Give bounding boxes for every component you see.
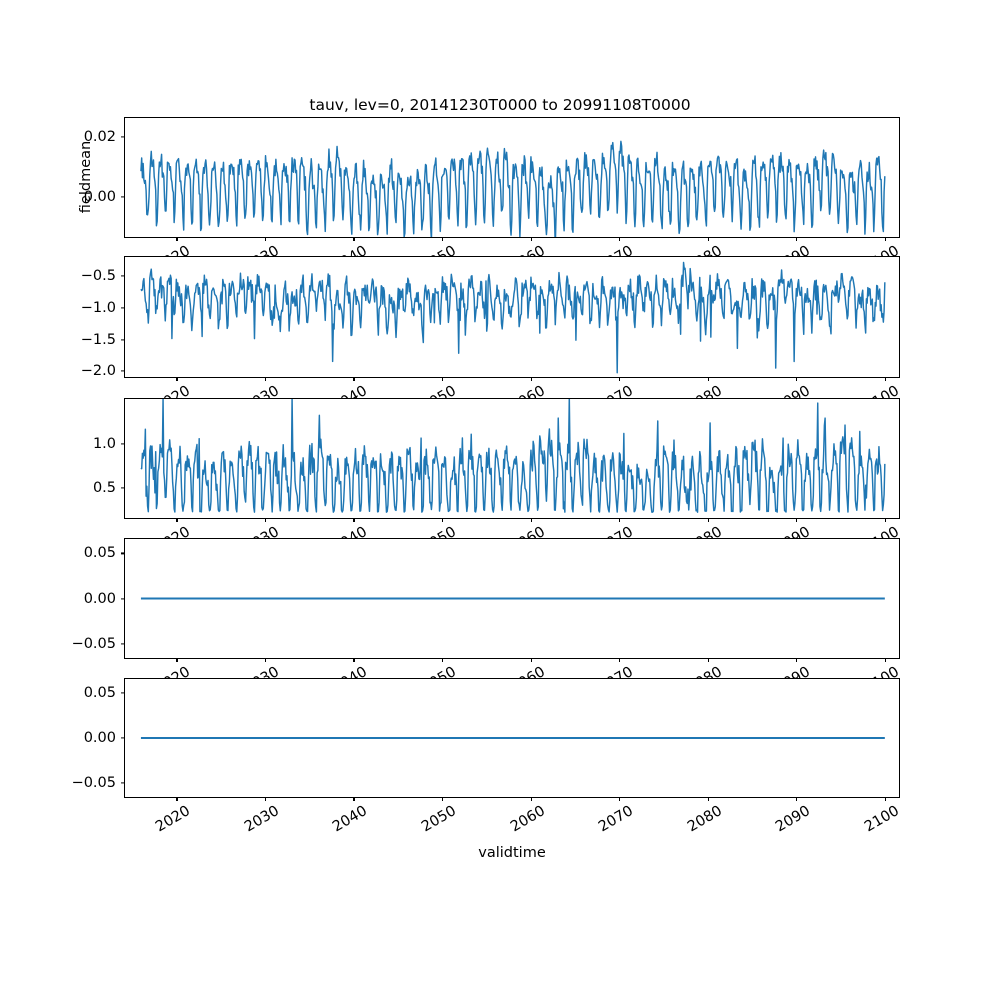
y-tick-mark (121, 737, 125, 739)
y-tick-mark (121, 442, 125, 445)
x-tick-mark (884, 658, 887, 662)
y-tick-label: 0.05 (83, 545, 116, 562)
x-tick-mark (442, 658, 444, 662)
x-tick-mark (530, 797, 532, 801)
subplot-fieldmin: −0.5−1.0−1.5−2.0202020302040205020602070… (81, 256, 902, 415)
series-line-fieldmean (140, 140, 886, 237)
y-tick-mark (121, 196, 125, 198)
x-tick-mark (707, 377, 709, 381)
x-tick-mark (619, 237, 621, 241)
y-tick-label: −0.5 (80, 268, 116, 285)
x-tick-mark (442, 237, 444, 241)
x-tick-mark (884, 518, 887, 522)
x-tick-label: 2060 (507, 803, 548, 836)
x-tick-label: 2020 (153, 803, 194, 836)
y-tick-mark (121, 370, 125, 372)
y-tick-mark (121, 136, 125, 138)
x-tick-mark (442, 797, 444, 801)
y-tick-label: −0.05 (71, 774, 116, 791)
x-tick-mark (264, 797, 267, 801)
x-tick-mark (353, 797, 355, 801)
x-tick-mark (707, 518, 709, 522)
series-line-fieldmin (140, 261, 886, 374)
x-tick-mark (353, 237, 355, 241)
x-tick-mark (796, 658, 798, 662)
x-tick-mark (264, 518, 267, 522)
x-tick-mark (530, 237, 532, 241)
x-tick-mark (796, 797, 798, 801)
y-tick-label: 0.05 (83, 685, 116, 702)
y-tick-mark (121, 642, 125, 645)
y-tick-label: −2.0 (80, 363, 116, 380)
subplot-fieldmax: 0.51.02020203020402050206020702080209021… (93, 398, 902, 556)
y-tick-label: 0.00 (83, 590, 116, 607)
y-tick-label: −1.5 (80, 331, 116, 348)
x-tick-mark (707, 237, 709, 241)
x-tick-mark (707, 797, 709, 801)
x-tick-mark (884, 237, 887, 241)
figure-title: tauv, lev=0, 20141230T0000 to 20991108T0… (309, 96, 691, 114)
y-tick-mark (121, 307, 125, 309)
x-tick-mark (353, 658, 355, 662)
x-tick-mark (530, 377, 532, 381)
subplot-numnan: 0.05 0.00 −0.05 2020 2030 2040 2050 2060 2070 208… (72, 678, 902, 835)
x-tick-mark (619, 658, 621, 662)
x-tick-mark (176, 797, 178, 801)
y-tick-mark (121, 552, 125, 555)
x-tick-mark (264, 237, 267, 241)
series-line-numnan (140, 736, 886, 740)
x-tick-mark (884, 377, 887, 381)
x-tick-label: 2100 (861, 803, 902, 836)
x-tick-label: 2040 (330, 803, 371, 836)
y-tick-label: −0.05 (71, 635, 116, 652)
x-tick-mark (619, 377, 621, 381)
x-tick-label: 2070 (596, 803, 637, 836)
x-tick-mark (353, 377, 355, 381)
x-tick-mark (176, 518, 178, 522)
x-tick-mark (176, 658, 178, 662)
y-tick-mark (121, 692, 125, 694)
x-tick-mark (264, 377, 267, 381)
x-tick-label: 2090 (773, 803, 814, 836)
x-tick-mark (796, 518, 798, 522)
x-tick-label: 2050 (419, 803, 460, 836)
x-tick-label: 2080 (684, 803, 725, 836)
x-tick-mark (264, 658, 267, 662)
series-line-fieldmax (140, 399, 886, 513)
x-tick-mark (176, 237, 178, 241)
y-axis-label-fieldmean: fieldmean (78, 140, 94, 213)
x-tick-mark (707, 658, 709, 662)
x-tick-mark (796, 377, 798, 381)
y-tick-mark (121, 782, 125, 784)
series-line-nummasked (140, 597, 886, 600)
subplot-nummasked: 0.050.00−0.05202020302040205020602070208… (72, 538, 902, 696)
y-tick-label: 0.02 (83, 128, 116, 145)
y-tick-mark (121, 275, 125, 277)
y-tick-label: 1.0 (92, 435, 116, 452)
x-tick-mark (884, 797, 887, 801)
y-tick-mark (121, 487, 125, 489)
x-tick-mark (442, 377, 444, 381)
x-tick-mark (442, 518, 444, 522)
x-axis-label: validtime (478, 845, 546, 861)
subplot-fieldmean: 0.000.0220202030204020502060207020802090… (84, 117, 902, 275)
y-tick-mark (121, 338, 125, 341)
y-tick-label: 0.00 (83, 189, 116, 206)
x-tick-mark (619, 518, 621, 522)
x-tick-label: 2030 (241, 803, 282, 836)
y-tick-label: 0.00 (83, 730, 116, 746)
x-tick-mark (530, 658, 532, 662)
x-tick-mark (176, 377, 178, 381)
y-tick-label: −1.0 (80, 299, 116, 316)
x-tick-mark (530, 518, 532, 522)
x-tick-mark (619, 797, 621, 801)
y-tick-mark (121, 597, 125, 600)
x-tick-mark (353, 518, 355, 522)
y-tick-label: 0.5 (92, 480, 116, 497)
x-tick-mark (796, 237, 798, 241)
